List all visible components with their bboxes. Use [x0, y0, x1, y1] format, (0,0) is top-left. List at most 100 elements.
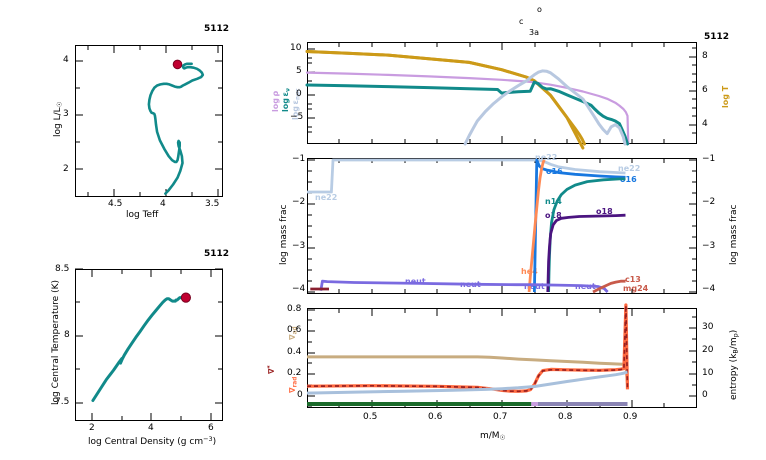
gradients-rtick-0: 30: [702, 322, 714, 332]
curve-n14: [547, 177, 626, 293]
hr-ytick-1: 3: [63, 109, 69, 119]
abundance-plot-canvas: [307, 158, 697, 294]
curve-log-t: [305, 50, 585, 150]
curve-neut: [319, 279, 609, 293]
gradients-xtick-1: 0.6: [428, 412, 443, 422]
gradients-xtick-4: 0.9: [623, 412, 638, 422]
profile-model-number: 5112: [704, 32, 730, 42]
abundance-label-c13: c13: [625, 275, 641, 284]
abundance-label-mg24: mg24: [623, 284, 649, 293]
profile-ltick-0: 10: [290, 43, 302, 53]
gradients-plot-canvas: [306, 303, 697, 408]
gradients-ltick-4: 0: [297, 390, 303, 400]
hr-plot-frame: [75, 45, 223, 197]
gradients-ltick-3: 0.2: [287, 368, 302, 378]
abundance-ltick-1: −2: [292, 197, 306, 207]
hr-xtick-1: 4: [160, 199, 166, 209]
gradients-ltick-1: 0.6: [287, 325, 302, 335]
gradients-ltick-0: 0.8: [287, 304, 302, 314]
abundance-rtick-2: −3: [702, 241, 716, 251]
hr-axis-ticks: [75, 45, 223, 197]
hr-xtick-2: 3.5: [205, 199, 220, 209]
panel-profile-rho-t-eps: 5112 o c 3a log ρ log εν log εnuc log T …: [271, 0, 766, 152]
trho-axis-ticks: [75, 268, 223, 421]
abundance-label-neut-1: neut: [405, 277, 426, 286]
profile-axis-ticks: [307, 42, 697, 144]
hr-ytick-2: 2: [63, 164, 69, 174]
gradients-xtick-3: 0.8: [558, 412, 573, 422]
gradients-x-axis-title-sub: ☉: [499, 433, 506, 442]
panel-abundances: log mass frac log mass frac −1 −2 −3 −4 …: [279, 150, 766, 302]
abundance-label-o16-right: o16: [620, 175, 637, 184]
curve-o18: [546, 213, 626, 293]
hr-x-axis-title: log Teff: [126, 210, 159, 220]
trho-x-axis-title-pre: log Central Density (g cm: [88, 436, 204, 447]
curve-log-eps-nu: [305, 80, 629, 146]
gradients-xtick-0: 0.5: [363, 412, 378, 422]
hr-model-number: 5112: [204, 24, 230, 34]
trho-ytick-2: 7.5: [55, 397, 70, 407]
panel-hr-diagram: 5112 log L/L☉ log Teff 4 3 2 4.5 4 3.5: [0, 0, 300, 230]
abundance-label-o18-b: o18: [596, 207, 613, 216]
profile-ltick-2: 0: [296, 89, 302, 99]
abundance-label-n14: n14: [545, 197, 562, 206]
trho-current-model-marker: [180, 292, 191, 303]
trho-model-number: 5112: [204, 249, 230, 259]
gradients-rtick-3: 0: [702, 390, 708, 400]
abundance-curves: [307, 158, 626, 294]
trho-x-axis-title-post: ): [212, 436, 217, 447]
abundance-rtick-3: −4: [702, 284, 716, 294]
abundance-ltick-3: −4: [292, 284, 306, 294]
burn-zone-label-c: c: [519, 17, 524, 26]
curve-c13: [592, 279, 626, 294]
profile-curves: [305, 50, 630, 150]
abundance-y-axis-title-left: log mass frac: [279, 204, 289, 265]
profile-plot-canvas: [305, 42, 697, 150]
trho-track: [91, 295, 188, 402]
gradients-axis-ticks: [307, 308, 697, 408]
trho-x-axis-title-sup: −3: [203, 435, 213, 443]
gradients-curves: [306, 303, 630, 406]
abundance-ltick-2: −3: [292, 241, 306, 251]
abundance-label-ne22-top: ne22: [535, 153, 558, 162]
profile-label-log-rho: log ρ: [271, 90, 280, 112]
trho-xtick-2: 6: [208, 423, 214, 433]
trho-x-axis-title: log Central Density (g cm−3): [88, 436, 216, 447]
abundance-label-he4: he4: [521, 267, 538, 276]
gradients-label-grad-star: ∇*: [267, 365, 276, 374]
gradients-x-axis-title-pre: m/M: [480, 431, 500, 441]
burn-zone-label-o: o: [537, 5, 542, 14]
trho-xtick-1: 4: [148, 423, 154, 433]
hr-current-model-marker: [172, 59, 183, 70]
curve-ne22: [307, 158, 626, 194]
trho-ytick-1: 8: [64, 330, 70, 340]
trho-xtick-0: 2: [89, 423, 95, 433]
curve-o16: [533, 158, 626, 293]
abundance-label-ne22-left: ne22: [315, 193, 338, 202]
abundance-axis-ticks: [307, 158, 697, 294]
hr-plot-canvas: [75, 45, 223, 197]
profile-ltick-3: −5: [290, 112, 304, 122]
trho-plot-frame: [75, 269, 223, 421]
abundance-rtick-1: −2: [702, 197, 716, 207]
hr-track: [147, 62, 205, 195]
profile-rtick-2: 4: [702, 119, 708, 129]
profile-ltick-1: 5: [296, 66, 302, 76]
gradients-ltick-2: 0.4: [287, 347, 302, 357]
curve-he4: [527, 159, 546, 293]
abundance-label-ne22-right: ne22: [618, 164, 641, 173]
trho-plot-canvas: [75, 268, 223, 421]
burn-zone-label-3a: 3a: [529, 28, 539, 37]
gradients-rtick-2: 10: [702, 368, 714, 378]
trho-ytick-0: 8.5: [55, 264, 70, 274]
curve-entropy: [306, 370, 628, 395]
abundance-rtick-0: −1: [702, 154, 716, 164]
hr-xtick-0: 4.5: [108, 199, 123, 209]
profile-rtick-1: 6: [702, 85, 708, 95]
profile-rtick-0: 8: [702, 51, 708, 61]
hr-ytick-0: 4: [63, 55, 69, 65]
abundance-ltick-0: −1: [292, 154, 306, 164]
gradients-xtick-2: 0.7: [493, 412, 508, 422]
panel-gradients-entropy: ∇ad ∇* ∇rad entropy (kB/mp) m/M☉ 0.8 0.6…: [267, 300, 766, 460]
panel-central-trho: 5112 log Central Temperature (K) log Cen…: [0, 228, 300, 460]
